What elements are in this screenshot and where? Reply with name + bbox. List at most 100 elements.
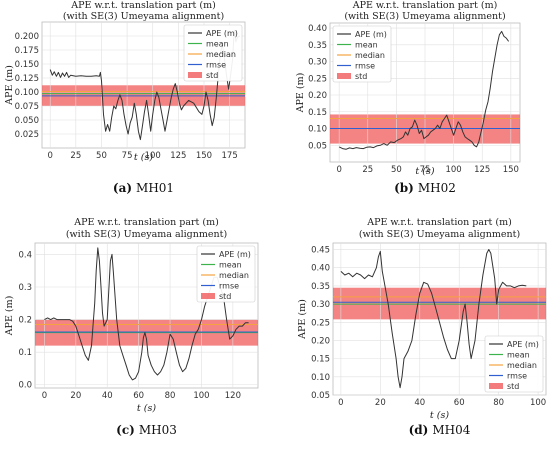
chart-subtitle: (with SE(3) Umeyama alignment) bbox=[344, 11, 505, 22]
legend-entry: rmse bbox=[507, 372, 527, 381]
y-tick-label: 0.200 bbox=[15, 32, 39, 42]
x-axis-label: t (s) bbox=[134, 152, 153, 163]
legend-entry: std bbox=[507, 382, 519, 391]
legend-entry: APE (m) bbox=[219, 250, 251, 259]
legend-entry: APE (m) bbox=[206, 29, 238, 38]
x-tick-label: 100 bbox=[530, 398, 546, 408]
y-tick-label: 0.05 bbox=[308, 141, 327, 151]
legend-entry: median bbox=[206, 50, 236, 59]
x-axis-label: t (s) bbox=[137, 403, 156, 414]
x-tick-label: 75 bbox=[420, 165, 431, 175]
y-tick-label: 0.3 bbox=[18, 283, 32, 293]
legend-entry: mean bbox=[219, 261, 242, 270]
x-tick-label: 60 bbox=[454, 398, 465, 408]
x-axis-label: t (s) bbox=[430, 410, 449, 421]
x-tick-label: 20 bbox=[375, 398, 386, 408]
legend-entry: rmse bbox=[206, 61, 226, 70]
legend-entry: rmse bbox=[219, 282, 239, 291]
chart-title: APE w.r.t. translation part (m) bbox=[366, 217, 512, 228]
legend-swatch-std bbox=[489, 383, 503, 389]
legend-entry: APE (m) bbox=[507, 340, 539, 349]
legend-box bbox=[183, 24, 243, 82]
x-tick-label: 100 bbox=[193, 391, 209, 401]
legend-swatch-std bbox=[337, 73, 351, 79]
subfigure-caption: (c) MH03 bbox=[116, 423, 177, 437]
x-tick-label: 150 bbox=[503, 165, 519, 175]
legend-entry: rmse bbox=[355, 62, 375, 71]
x-tick-label: 20 bbox=[70, 391, 81, 401]
caption-name: MH03 bbox=[139, 423, 177, 437]
y-tick-label: 0.15 bbox=[311, 355, 330, 365]
y-tick-label: 0.15 bbox=[308, 108, 327, 118]
legend-entry: median bbox=[219, 271, 249, 280]
caption-name: MH02 bbox=[418, 181, 456, 195]
chart-panel-2: APE w.r.t. translation part (m)(with SE(… bbox=[295, 0, 521, 195]
y-tick-label: 0.100 bbox=[15, 88, 39, 98]
y-tick-label: 0.10 bbox=[308, 125, 327, 135]
x-tick-label: 50 bbox=[96, 151, 107, 161]
ape-series-line bbox=[338, 30, 510, 150]
chart-subtitle: (with SE(3) Umeyama alignment) bbox=[63, 11, 224, 22]
x-tick-label: 100 bbox=[145, 151, 161, 161]
chart-title: APE w.r.t. translation part (m) bbox=[352, 0, 498, 11]
y-axis-label: APE (m) bbox=[297, 299, 308, 340]
chart-panel-4: APE w.r.t. translation part (m)(with SE(… bbox=[297, 217, 547, 437]
y-tick-label: 0.25 bbox=[308, 74, 327, 84]
legend-entry: mean bbox=[507, 351, 530, 360]
y-tick-label: 0.4 bbox=[18, 250, 32, 260]
y-axis-label: APE (m) bbox=[4, 65, 15, 106]
y-axis-label: APE (m) bbox=[295, 73, 306, 114]
y-tick-label: 0.40 bbox=[308, 24, 327, 34]
legend-entry: mean bbox=[206, 40, 229, 49]
y-tick-label: 0.175 bbox=[15, 46, 39, 56]
y-tick-label: 0.20 bbox=[311, 336, 330, 346]
y-tick-label: 0.2 bbox=[18, 316, 32, 326]
y-tick-label: 0.20 bbox=[308, 91, 327, 101]
legend-entry: median bbox=[507, 361, 537, 370]
y-tick-label: 0.35 bbox=[308, 41, 327, 51]
legend-swatch-std bbox=[201, 293, 215, 299]
y-axis-label: APE (m) bbox=[4, 296, 15, 337]
subfigure-caption: (b) MH02 bbox=[394, 181, 456, 195]
legend-box bbox=[332, 25, 392, 83]
x-tick-label: 125 bbox=[170, 151, 186, 161]
x-tick-label: 150 bbox=[196, 151, 212, 161]
y-tick-label: 0.40 bbox=[311, 264, 330, 274]
x-tick-label: 120 bbox=[225, 391, 241, 401]
std-band bbox=[333, 287, 546, 320]
x-tick-label: 100 bbox=[445, 165, 461, 175]
legend-entry: std bbox=[219, 292, 231, 301]
legend-entry: median bbox=[355, 51, 385, 60]
legend-box bbox=[484, 335, 544, 393]
x-tick-label: 40 bbox=[414, 398, 425, 408]
x-tick-label: 0 bbox=[336, 165, 341, 175]
subfigure-caption: (a) MH01 bbox=[113, 181, 174, 195]
chart-title: APE w.r.t. translation part (m) bbox=[73, 217, 219, 228]
x-tick-label: 0 bbox=[338, 398, 343, 408]
caption-letter: (a) bbox=[113, 181, 132, 195]
x-axis-label: t (s) bbox=[415, 166, 434, 177]
legend-entry: mean bbox=[355, 41, 378, 50]
y-tick-label: 0.25 bbox=[311, 318, 330, 328]
x-tick-label: 25 bbox=[362, 165, 373, 175]
legend-box bbox=[196, 245, 256, 303]
caption-letter: (b) bbox=[394, 181, 414, 195]
caption-name: MH01 bbox=[136, 181, 174, 195]
y-tick-label: 0.050 bbox=[15, 116, 39, 126]
legend-entry: APE (m) bbox=[355, 30, 387, 39]
legend-swatch-std bbox=[188, 72, 202, 78]
y-tick-label: 0.10 bbox=[311, 373, 330, 383]
y-tick-label: 0.025 bbox=[15, 130, 39, 140]
x-tick-label: 60 bbox=[133, 391, 144, 401]
caption-letter: (c) bbox=[116, 423, 135, 437]
ape-series-line bbox=[49, 29, 241, 141]
y-tick-label: 0.1 bbox=[18, 348, 32, 358]
legend-entry: std bbox=[355, 72, 367, 81]
legend-entry: std bbox=[206, 71, 218, 80]
caption-name: MH04 bbox=[432, 423, 470, 437]
